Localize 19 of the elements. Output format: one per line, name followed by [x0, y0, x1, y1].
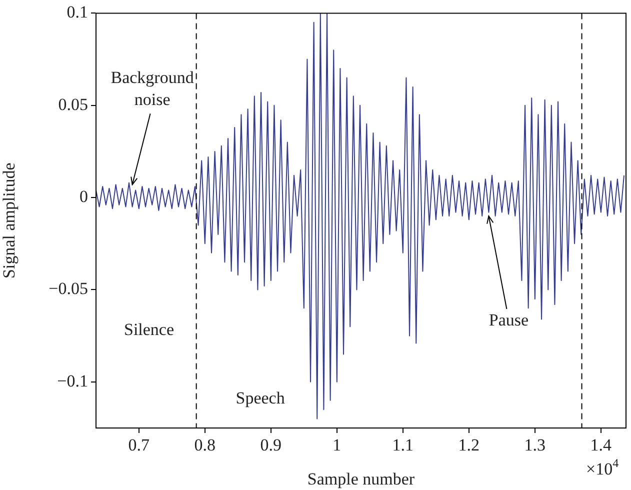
y-tick-label: 0.1 — [66, 2, 88, 22]
y-axis-title: Signal amplitude — [0, 162, 19, 278]
x-tick-label: 0.9 — [260, 436, 282, 455]
y-tick-label: −0.05 — [48, 279, 88, 298]
y-tick-label: 0.05 — [58, 94, 88, 114]
annotation: Silence — [124, 320, 174, 339]
annotation: Speech — [236, 388, 286, 408]
x-tick-label: 1 — [332, 436, 342, 455]
annotation: Background noise — [110, 68, 194, 110]
x-tick-label: 1.2 — [458, 436, 480, 455]
y-tick-label: −0.1 — [57, 371, 88, 390]
x-tick-label: 1.4 — [590, 436, 612, 455]
x-tick-label: 1.3 — [524, 436, 546, 455]
x-tick-label: 0.7 — [128, 436, 150, 455]
y-tick-label: 0 — [80, 187, 88, 206]
x-axis-title: Sample number — [307, 469, 415, 488]
annotation: Pause — [488, 310, 529, 330]
x-tick-label: 0.8 — [194, 436, 216, 455]
x-tick-label: 1.1 — [392, 436, 414, 455]
